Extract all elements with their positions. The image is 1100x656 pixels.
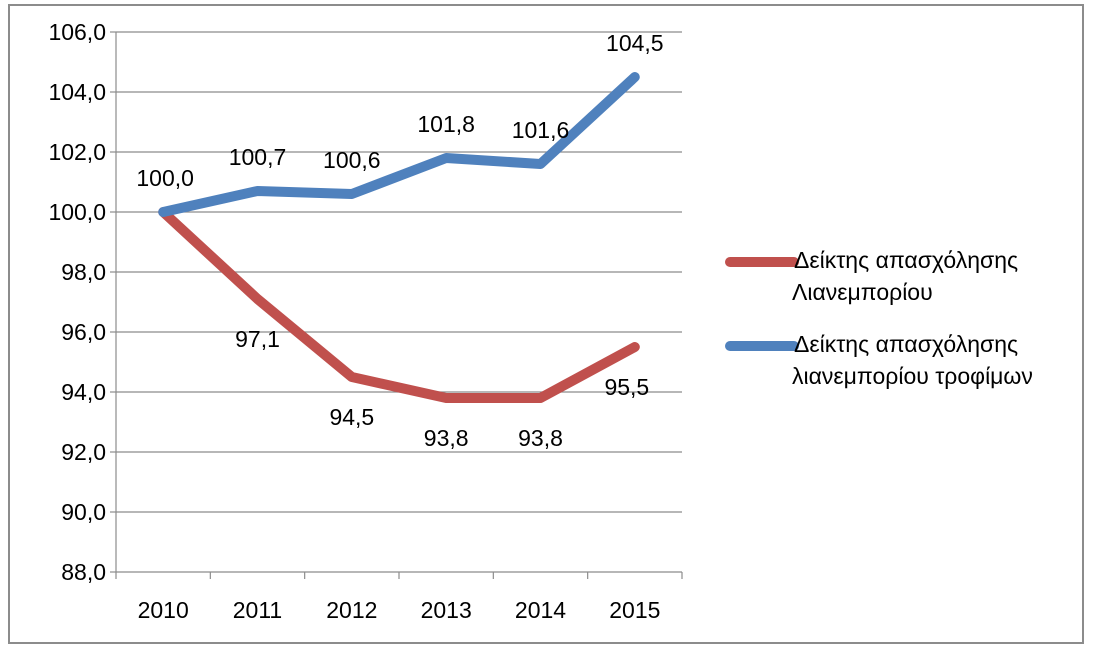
y-tick-label: 102,0	[48, 139, 106, 165]
series-lines	[158, 72, 640, 403]
data-label: 97,1	[235, 326, 280, 352]
x-tick-label: 2015	[609, 597, 660, 623]
data-label: 93,8	[424, 425, 469, 451]
x-tick-label: 2011	[233, 597, 282, 623]
y-tick-label: 100,0	[48, 199, 106, 225]
y-tick-label: 96,0	[61, 319, 106, 345]
y-tick-label: 94,0	[61, 379, 106, 405]
x-tick-label: 2014	[515, 597, 566, 623]
data-label: 100,7	[229, 144, 287, 170]
axes: 88,0 90,0 92,0 94,0 96,0 98,0 100,0 102,0 104,0 1…	[48, 19, 683, 623]
series-line-1	[158, 207, 640, 403]
data-label: 95,5	[604, 374, 649, 400]
x-tick-label: 2010	[138, 597, 189, 623]
data-label: 100,0	[136, 165, 194, 191]
y-tick-label: 98,0	[61, 259, 106, 285]
y-tick-label: 92,0	[61, 439, 106, 465]
gridlines	[116, 31, 682, 513]
chart-frame	[8, 4, 1084, 644]
series-line-2	[158, 72, 640, 217]
legend-label-1: Δείκτης απασχόλησης	[794, 247, 1018, 273]
y-tick-label: 90,0	[61, 499, 106, 525]
data-label: 104,5	[606, 30, 664, 56]
legend-label-2: Δείκτης απασχόλησης	[794, 331, 1018, 357]
y-tick-label: 106,0	[48, 19, 106, 45]
legend-label-2: λιανεμπορίου τροφίμων	[792, 363, 1033, 389]
data-label: 101,8	[417, 111, 475, 137]
legend-label-1: Λιανεμπορίου	[792, 279, 933, 305]
data-label: 100,6	[323, 147, 381, 173]
x-tick-label: 2013	[421, 597, 472, 623]
data-label: 93,8	[518, 425, 563, 451]
y-tick-label: 104,0	[48, 79, 106, 105]
legend: Δείκτης απασχόλησης Λιανεμπορίου Δείκτης α…	[725, 247, 1033, 389]
data-label: 101,6	[512, 117, 570, 143]
data-labels: 97,1 94,5 93,8 93,8 95,5 100,0 100,7 100,6 101,8…	[136, 30, 663, 451]
data-label: 94,5	[329, 404, 374, 430]
x-tick-label: 2012	[326, 597, 377, 623]
y-tick-label: 88,0	[61, 559, 106, 585]
